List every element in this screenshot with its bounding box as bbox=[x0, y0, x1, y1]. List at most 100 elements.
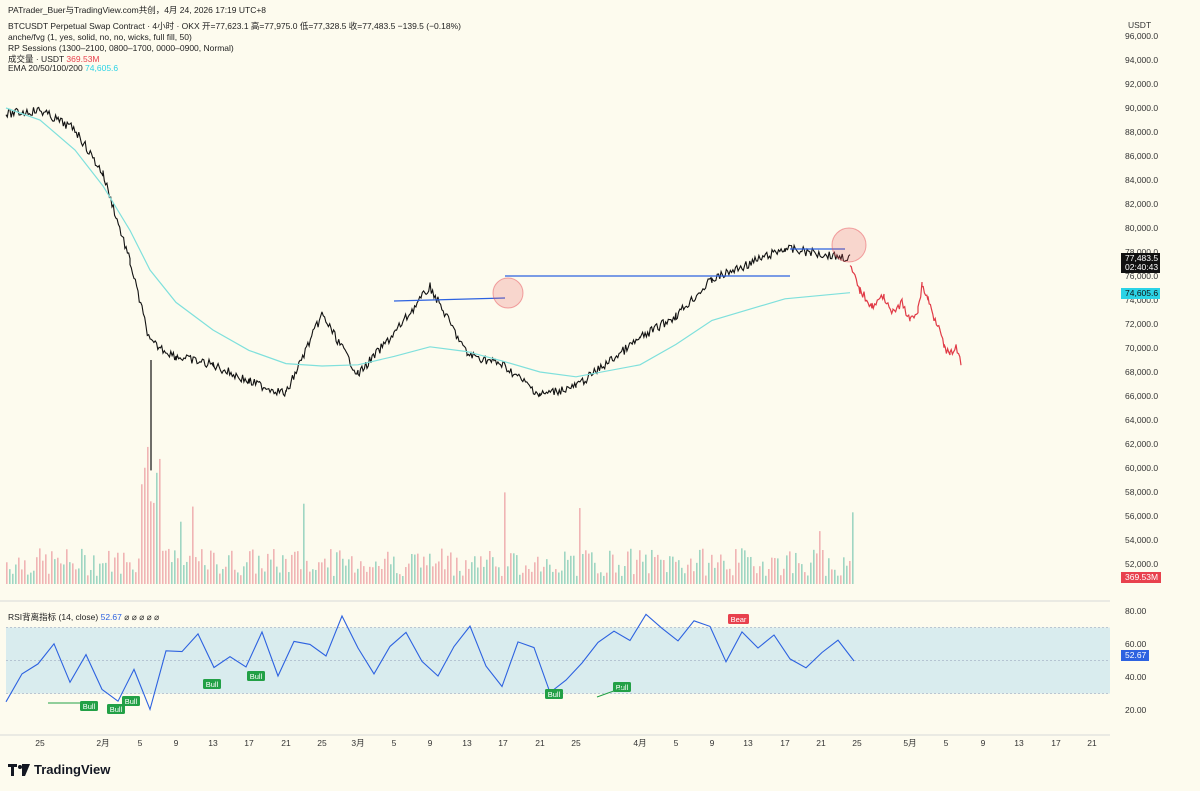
indicator-volume-line[interactable]: 成交量 · USDT 369.53M bbox=[8, 54, 100, 64]
volume-bar bbox=[522, 572, 524, 584]
volume-bar bbox=[75, 569, 77, 584]
volume-bar bbox=[789, 551, 791, 584]
time-tick-label: 25 bbox=[317, 738, 327, 748]
volume-bar bbox=[753, 566, 755, 584]
volume-bar bbox=[216, 564, 218, 584]
volume-bar bbox=[471, 562, 473, 584]
volume-bar bbox=[540, 571, 542, 584]
volume-bar bbox=[30, 572, 32, 584]
time-tick-label: 17 bbox=[780, 738, 790, 748]
volume-bar bbox=[576, 575, 578, 584]
bull-signal-label: Bull bbox=[616, 683, 629, 692]
volume-bar bbox=[363, 566, 365, 584]
rsi-tick-label: 80.00 bbox=[1125, 606, 1147, 616]
volume-bar bbox=[93, 555, 95, 584]
indicator-sessions-line[interactable]: RP Sessions (1300–2100, 0800–1700, 0000–… bbox=[8, 43, 234, 53]
volume-bar bbox=[390, 564, 392, 584]
volume-bar bbox=[198, 561, 200, 584]
volume-bar bbox=[639, 550, 641, 584]
time-tick-label: 21 bbox=[535, 738, 545, 748]
volume-bar bbox=[684, 573, 686, 584]
tradingview-logo-icon bbox=[8, 763, 30, 776]
price-tick-label: 94,000.0 bbox=[1125, 55, 1158, 65]
volume-bar bbox=[447, 555, 449, 584]
volume-bar bbox=[261, 568, 263, 584]
time-tick-label: 21 bbox=[1087, 738, 1097, 748]
price-tick-label: 70,000.0 bbox=[1125, 343, 1158, 353]
volume-bar bbox=[171, 562, 173, 584]
volume-bar bbox=[765, 575, 767, 584]
volume-bar bbox=[705, 575, 707, 584]
volume-bar bbox=[174, 550, 176, 584]
volume-bar bbox=[210, 550, 212, 584]
price-tick-label: 86,000.0 bbox=[1125, 151, 1158, 161]
volume-bar bbox=[111, 571, 113, 584]
volume-bar bbox=[231, 550, 233, 584]
volume-bar bbox=[324, 558, 326, 584]
bull-signal-label: Bull bbox=[206, 680, 219, 689]
volume-bar bbox=[27, 574, 29, 584]
volume-bar bbox=[570, 555, 572, 584]
volume-bar bbox=[741, 548, 743, 584]
bull-signal-bg bbox=[80, 701, 98, 711]
volume-bar bbox=[813, 549, 815, 584]
volume-bar bbox=[33, 570, 35, 584]
volume-bar bbox=[132, 569, 134, 584]
volume-bar bbox=[792, 573, 794, 584]
volume-bar bbox=[492, 557, 494, 584]
volume-bar bbox=[243, 566, 245, 584]
volume-bar bbox=[426, 565, 428, 584]
volume-bar bbox=[138, 558, 140, 584]
bull-signal-bg bbox=[545, 689, 563, 699]
volume-bar bbox=[738, 562, 740, 584]
volume-bar bbox=[51, 551, 53, 584]
time-tick-label: 9 bbox=[981, 738, 986, 748]
volume-bar bbox=[441, 548, 443, 584]
volume-bar bbox=[318, 562, 320, 584]
volume-bar bbox=[291, 554, 293, 584]
volume-bar bbox=[15, 564, 17, 584]
volume-bar bbox=[747, 557, 749, 584]
volume-bar bbox=[177, 558, 179, 584]
volume-bar bbox=[642, 561, 644, 584]
volume-bar bbox=[699, 549, 701, 584]
volume-bar bbox=[270, 559, 272, 584]
volume-bar bbox=[582, 553, 584, 584]
indicator-ema-line[interactable]: EMA 20/50/100/200 74,605.6 bbox=[8, 63, 119, 73]
volume-bar bbox=[48, 573, 50, 584]
volume-bar bbox=[285, 558, 287, 584]
volume-bar bbox=[381, 568, 383, 584]
volume-bar bbox=[546, 559, 548, 584]
volume-bar bbox=[129, 562, 131, 584]
volume-bar bbox=[357, 568, 359, 584]
volume-bar bbox=[594, 562, 596, 584]
rsi-legend[interactable]: RSI背离指标 (14, close) 52.67 ⌀ ⌀ ⌀ ⌀ ⌀ bbox=[8, 612, 160, 622]
volume-bar bbox=[168, 548, 170, 584]
time-tick-label: 4月 bbox=[633, 738, 646, 748]
volume-bar bbox=[567, 559, 569, 584]
volume-bar bbox=[654, 557, 656, 584]
volume-bar bbox=[795, 552, 797, 584]
volume-bar bbox=[21, 569, 23, 584]
symbol-line: BTCUSDT Perpetual Swap Contract · 4小时 · … bbox=[8, 21, 461, 31]
bull-signal-bg bbox=[203, 679, 221, 689]
volume-bar bbox=[420, 567, 422, 584]
volume-bar bbox=[474, 556, 476, 584]
volume-bar bbox=[24, 560, 26, 584]
volume-bar bbox=[315, 569, 317, 584]
volume-bar bbox=[339, 550, 341, 584]
bull-divergence-line bbox=[596, 687, 623, 698]
price-tick-label: 60,000.0 bbox=[1125, 463, 1158, 473]
volume-bar bbox=[333, 575, 335, 584]
volume-bar bbox=[528, 568, 530, 584]
indicator-fvg-line[interactable]: anche/fvg (1, yes, solid, no, no, wicks,… bbox=[8, 32, 192, 42]
volume-bar bbox=[36, 557, 38, 584]
volume-bar bbox=[555, 569, 557, 584]
volume-bar bbox=[516, 555, 518, 584]
volume-bar bbox=[603, 575, 605, 584]
volume-bar bbox=[627, 551, 629, 584]
volume-bar bbox=[72, 563, 74, 584]
volume-bar bbox=[504, 492, 506, 584]
volume-bar bbox=[246, 562, 248, 584]
